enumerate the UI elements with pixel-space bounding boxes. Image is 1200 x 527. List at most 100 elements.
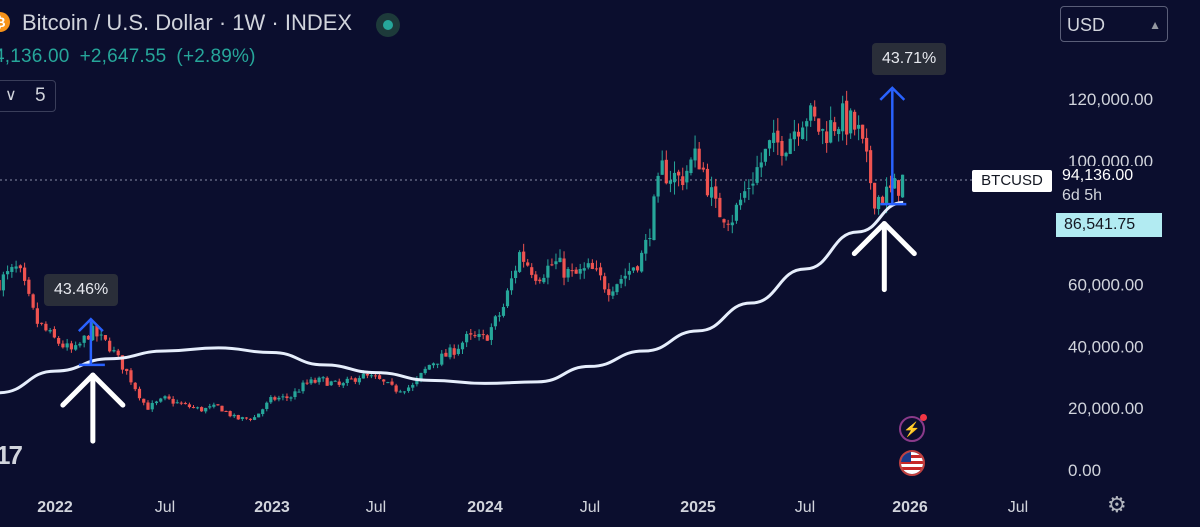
measure-label-2025: 43.71% bbox=[872, 43, 947, 75]
candle-body bbox=[705, 168, 710, 196]
candle-body bbox=[837, 129, 841, 135]
candle-body bbox=[240, 417, 244, 419]
candle-body bbox=[685, 170, 689, 183]
currency-value: USD bbox=[1067, 15, 1106, 35]
x-tick-label: Jul bbox=[155, 499, 175, 516]
bar-countdown: 6d 5h bbox=[1062, 187, 1103, 204]
candle-body bbox=[722, 219, 726, 223]
settings-gear-icon[interactable]: ⚙ bbox=[1107, 492, 1127, 517]
tradingview-logo: 17 bbox=[0, 440, 23, 470]
last-price-value: 4,136.00 bbox=[0, 46, 70, 67]
candle-body bbox=[718, 197, 722, 218]
candle-body bbox=[112, 350, 116, 352]
candle-body bbox=[784, 152, 788, 157]
lightning-icon[interactable]: ⚡ bbox=[899, 414, 927, 442]
market-status-icon[interactable] bbox=[376, 13, 400, 37]
candle-body bbox=[40, 322, 44, 324]
candle-body bbox=[603, 276, 607, 290]
candle-body bbox=[305, 382, 309, 384]
candle-body bbox=[398, 391, 402, 393]
candle-body bbox=[159, 398, 163, 402]
candle-body bbox=[48, 330, 52, 332]
candle-body bbox=[497, 315, 502, 317]
candle-body bbox=[697, 148, 701, 170]
candle-body bbox=[607, 289, 611, 296]
candle-body bbox=[554, 261, 558, 265]
candle-body bbox=[780, 140, 784, 156]
candle-body bbox=[796, 131, 801, 137]
candle-body bbox=[631, 267, 636, 271]
candle-body bbox=[236, 414, 240, 420]
candle-body bbox=[788, 138, 792, 154]
candle-body bbox=[313, 379, 317, 383]
candle-body bbox=[763, 148, 767, 162]
candle-body bbox=[550, 264, 554, 266]
candle-body bbox=[896, 180, 901, 196]
candle-body bbox=[485, 335, 489, 341]
candle-body bbox=[5, 271, 10, 275]
candle-body bbox=[361, 373, 365, 379]
candle-body bbox=[900, 174, 905, 198]
candle-body bbox=[261, 409, 265, 415]
candle-body bbox=[627, 271, 631, 275]
candle-body bbox=[873, 182, 877, 209]
candle-body bbox=[452, 348, 456, 355]
candle-body bbox=[108, 340, 112, 352]
candle-body bbox=[440, 353, 444, 365]
ticker-tag: BTCUSD bbox=[972, 170, 1052, 192]
candle-body bbox=[285, 396, 289, 399]
candle-body bbox=[82, 335, 86, 343]
candle-body bbox=[345, 378, 349, 384]
candle-body bbox=[660, 160, 664, 175]
candle-body bbox=[841, 103, 845, 132]
candle-body bbox=[501, 307, 506, 316]
indicators-toggle[interactable]: ∨ 5 bbox=[0, 80, 56, 112]
candle-body bbox=[415, 378, 419, 385]
candle-body bbox=[377, 375, 382, 379]
candle-body bbox=[877, 196, 881, 210]
candle-body bbox=[228, 411, 232, 417]
candle-body bbox=[805, 121, 809, 127]
candle-body bbox=[171, 398, 175, 404]
candle-body bbox=[146, 402, 150, 410]
candle-body bbox=[738, 199, 743, 206]
candle-body bbox=[427, 364, 431, 370]
y-tick-label: 0.00 bbox=[1068, 461, 1101, 480]
symbol-title[interactable]: Bitcoin / U.S. Dollar · 1W · INDEX bbox=[22, 10, 353, 35]
candle-body bbox=[619, 278, 623, 284]
currency-select[interactable]: USD ▲ bbox=[1060, 6, 1168, 42]
candle-body bbox=[558, 257, 562, 263]
candle-body bbox=[701, 167, 705, 170]
candle-body bbox=[829, 120, 833, 143]
low-pointer-arrow-head bbox=[851, 221, 917, 257]
us-flag-icon[interactable] bbox=[899, 450, 925, 476]
candle-body bbox=[648, 238, 652, 240]
candle-body bbox=[751, 183, 755, 186]
candle-body bbox=[849, 110, 853, 134]
candle-body bbox=[402, 391, 407, 393]
candle-body bbox=[726, 223, 730, 225]
last-price-tag: 94,136.00 6d 5h bbox=[1056, 166, 1162, 210]
measure-arrow-head bbox=[879, 86, 906, 101]
candle-body bbox=[78, 343, 82, 346]
moving-average-line bbox=[0, 200, 904, 395]
candle-body bbox=[714, 186, 718, 199]
candle-body bbox=[730, 222, 734, 226]
candle-body bbox=[321, 377, 325, 379]
candle-body bbox=[767, 140, 772, 149]
candle-body bbox=[200, 407, 204, 412]
measure-arrow-head bbox=[77, 317, 104, 333]
candle-body bbox=[481, 334, 485, 336]
candle-body bbox=[125, 368, 129, 372]
candle-body bbox=[224, 411, 228, 413]
candle-body bbox=[522, 251, 526, 262]
candle-body bbox=[183, 403, 187, 405]
candle-body bbox=[431, 363, 436, 366]
candle-body bbox=[382, 379, 386, 382]
candle-body bbox=[369, 375, 374, 377]
candle-body bbox=[365, 373, 369, 376]
indicator-count: 5 bbox=[35, 85, 46, 106]
candle-body bbox=[509, 278, 514, 291]
y-axis: 0.0020,000.0040,000.0060,000.0080,000.00… bbox=[1068, 90, 1153, 480]
